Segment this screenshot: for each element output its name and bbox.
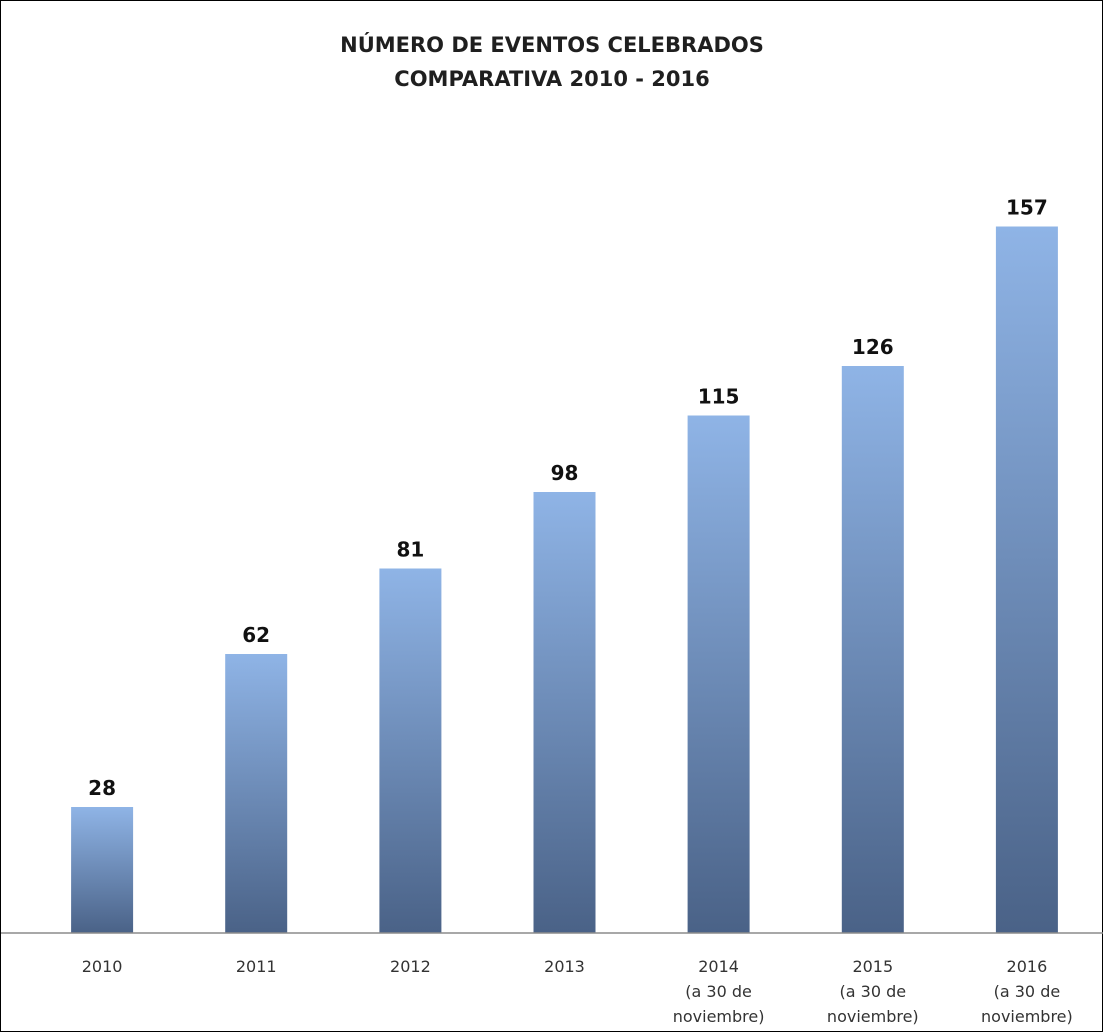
x-tick-label-2013-line-1: 2013 <box>544 957 585 976</box>
data-labels-group: 28 62 81 98 115 126 157 <box>88 196 1048 801</box>
x-tick-label-2015-line-1: 2015 <box>852 957 893 976</box>
bar-2013 <box>533 492 596 933</box>
x-tick-label-2016-line-2: (a 30 de <box>994 982 1061 1001</box>
x-tick-label-2015-line-2: (a 30 de <box>840 982 907 1001</box>
bar-2010 <box>71 807 134 933</box>
x-tick-label-2014-line-1: 2014 <box>698 957 739 976</box>
data-label-2015: 126 <box>852 335 894 359</box>
bars-group <box>71 226 1058 933</box>
x-tick-label-2014-line-2: (a 30 de <box>685 982 752 1001</box>
x-tick-label-2014-line-3: noviembre) <box>673 1007 765 1026</box>
x-tick-label-2010-line-1: 2010 <box>82 957 123 976</box>
x-tick-label-2011-line-1: 2011 <box>236 957 277 976</box>
bar-2015 <box>841 366 904 933</box>
chart-title: NÚMERO DE EVENTOS CELEBRADOS COMPARATIVA… <box>340 32 764 91</box>
chart-title-line-2: COMPARATIVA 2010 - 2016 <box>394 67 709 91</box>
bar-2012 <box>379 568 442 933</box>
x-tick-label-2012-line-1: 2012 <box>390 957 431 976</box>
data-label-2016: 157 <box>1006 196 1048 220</box>
x-tick-label-2016-line-1: 2016 <box>1007 957 1048 976</box>
bar-2014 <box>687 415 750 933</box>
x-axis-tick-labels: 2010 2011 2012 2013 2014 (a 30 de noviembre) 20… <box>82 957 1073 1026</box>
data-label-2011: 62 <box>242 623 270 647</box>
x-tick-label-2015-line-3: noviembre) <box>827 1007 919 1026</box>
bar-2016 <box>995 226 1058 933</box>
x-tick-label-2016-line-3: noviembre) <box>981 1007 1073 1026</box>
data-label-2013: 98 <box>551 461 579 485</box>
data-label-2010: 28 <box>88 776 116 800</box>
bar-2011 <box>225 654 288 933</box>
chart-title-line-1: NÚMERO DE EVENTOS CELEBRADOS <box>340 32 764 57</box>
data-label-2012: 81 <box>396 538 424 562</box>
data-label-2014: 115 <box>698 385 740 409</box>
